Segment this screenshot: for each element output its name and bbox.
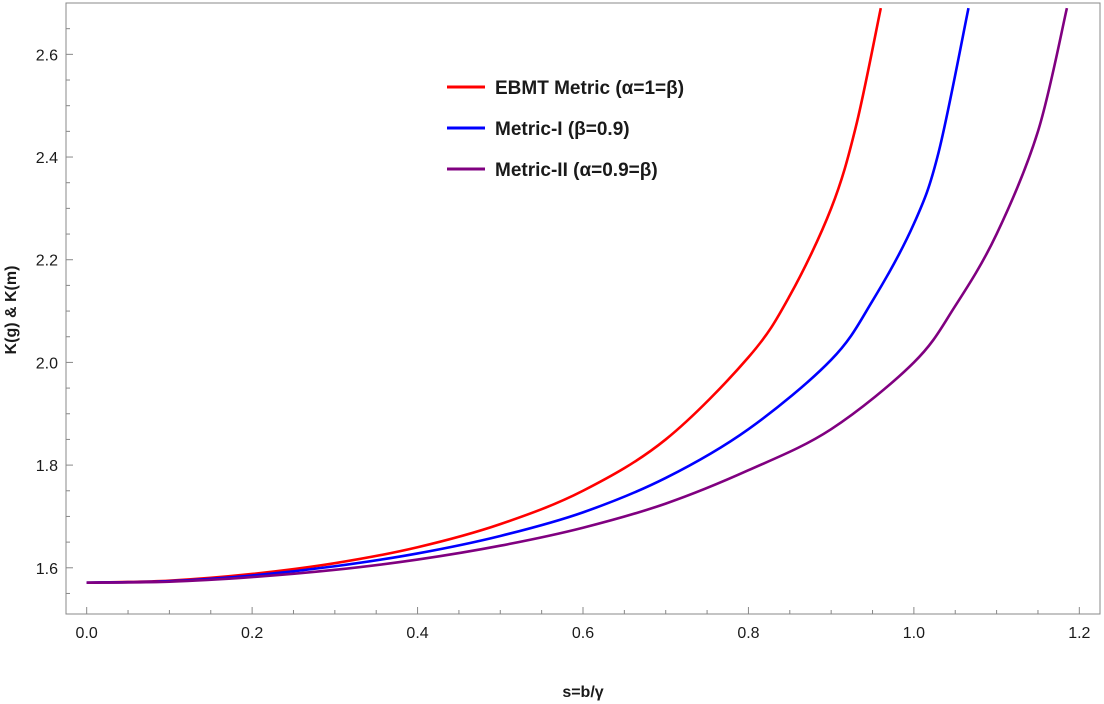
series-lines	[86, 7, 1069, 584]
x-axis-ticks: 0.0 0.2 0.4 0.6 0.8 1.0 1.2	[76, 607, 1091, 642]
legend-label-2: Metric-I (β=0.9)	[495, 119, 630, 140]
series-line-2	[86, 7, 970, 584]
y-axis-ticks: 1.6 1.8 2.0 2.2 2.4 2.6	[36, 2, 73, 594]
x-tick-label: 0.6	[572, 625, 594, 642]
series-line-1	[86, 7, 883, 584]
x-tick-label: 0.8	[737, 625, 759, 642]
x-tick-label: 0.2	[241, 625, 263, 642]
x-tick-label: 0.0	[76, 625, 98, 642]
y-tick-label: 2.2	[36, 253, 58, 270]
y-tick-label: 2.6	[36, 47, 58, 64]
x-tick-label: 1.2	[1068, 625, 1090, 642]
x-tick-label: 0.4	[406, 625, 428, 642]
legend: EBMT Metric (α=1=β) Metric-I (β=0.9) Metri…	[447, 78, 684, 181]
y-axis-label: K(g) & K(m)	[3, 266, 20, 355]
y-tick-label: 2.0	[36, 355, 58, 372]
y-tick-label: 2.4	[36, 150, 58, 167]
series-line-3	[86, 7, 1069, 584]
legend-label-3: Metric-II (α=0.9=β)	[495, 160, 658, 181]
legend-label-1: EBMT Metric (α=1=β)	[495, 78, 684, 99]
x-axis-label: s=b/γ	[562, 684, 603, 701]
x-tick-label: 1.0	[903, 625, 925, 642]
y-tick-label: 1.6	[36, 561, 58, 578]
y-tick-label: 1.8	[36, 458, 58, 475]
